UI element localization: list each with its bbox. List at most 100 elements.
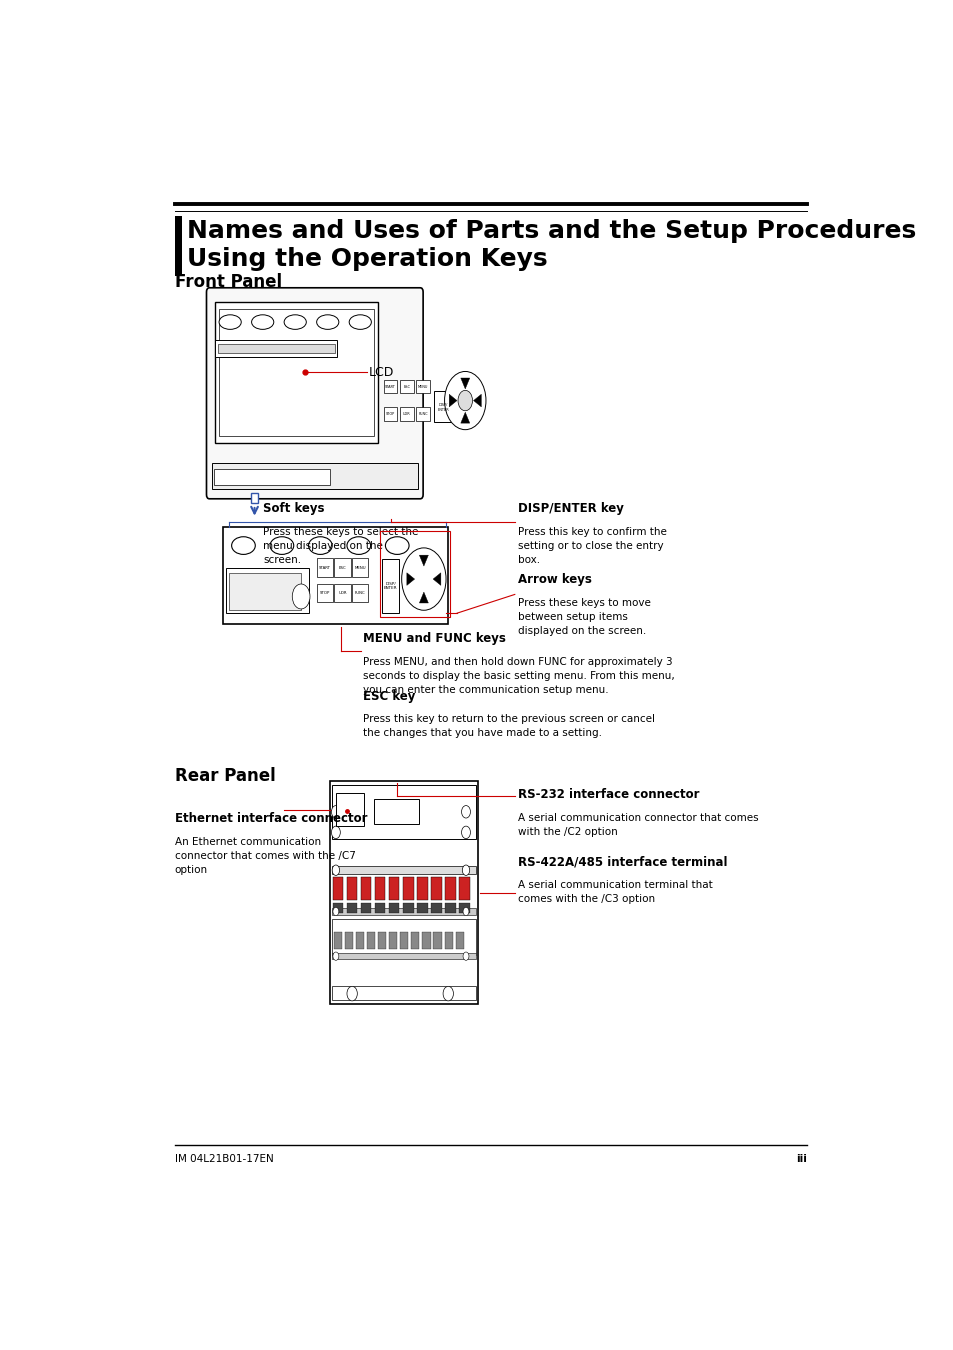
Text: Front Panel: Front Panel xyxy=(174,273,281,292)
Bar xyxy=(367,931,375,949)
Text: An Ethernet communication
connector that comes with the /C7
option: An Ethernet communication connector that… xyxy=(174,837,355,875)
Bar xyxy=(355,931,364,949)
Ellipse shape xyxy=(308,537,332,555)
Bar xyxy=(335,559,351,578)
Bar xyxy=(459,903,469,913)
Bar xyxy=(380,531,449,617)
Bar xyxy=(459,876,469,899)
Circle shape xyxy=(401,548,446,610)
Bar xyxy=(360,876,371,899)
Bar xyxy=(456,931,463,949)
Text: Arrow keys: Arrow keys xyxy=(518,574,592,586)
Bar xyxy=(400,931,408,949)
Text: iii: iii xyxy=(795,1154,806,1164)
Bar xyxy=(352,559,368,578)
Bar xyxy=(360,903,371,913)
Bar xyxy=(445,876,456,899)
Bar xyxy=(316,583,333,602)
Text: Using the Operation Keys: Using the Operation Keys xyxy=(187,247,547,271)
Bar xyxy=(213,468,330,485)
Bar xyxy=(215,340,337,358)
Ellipse shape xyxy=(347,537,371,555)
Bar xyxy=(431,876,441,899)
Text: DISP/
ENTER: DISP/ ENTER xyxy=(437,404,449,412)
Text: DISP/ENTER key: DISP/ENTER key xyxy=(518,502,623,516)
Circle shape xyxy=(462,865,469,875)
Bar xyxy=(389,903,399,913)
Text: Soft keys: Soft keys xyxy=(263,502,325,516)
Bar xyxy=(445,903,456,913)
Text: Press this key to return to the previous screen or cancel
the changes that you h: Press this key to return to the previous… xyxy=(363,714,655,738)
Circle shape xyxy=(347,987,357,1000)
Bar xyxy=(377,931,386,949)
Circle shape xyxy=(462,907,469,915)
Text: LCD: LCD xyxy=(369,366,395,379)
Bar xyxy=(332,867,476,875)
Bar xyxy=(383,408,396,421)
Circle shape xyxy=(461,806,470,818)
Text: STOP: STOP xyxy=(319,591,330,595)
Bar xyxy=(337,801,360,819)
Ellipse shape xyxy=(252,315,274,329)
Bar xyxy=(174,216,182,277)
Bar xyxy=(332,987,476,1000)
Bar xyxy=(217,344,335,354)
Text: IM 04L21B01-17EN: IM 04L21B01-17EN xyxy=(174,1154,274,1164)
Text: Ethernet interface connector: Ethernet interface connector xyxy=(174,813,367,825)
Circle shape xyxy=(333,952,338,960)
Text: ESC key: ESC key xyxy=(363,690,416,702)
Bar xyxy=(347,876,357,899)
Bar xyxy=(212,463,417,490)
Bar xyxy=(375,876,385,899)
Text: RS-232 interface connector: RS-232 interface connector xyxy=(518,788,700,802)
Bar xyxy=(333,903,343,913)
Bar xyxy=(444,931,453,949)
Ellipse shape xyxy=(270,537,294,555)
Bar xyxy=(411,931,419,949)
Bar xyxy=(433,931,441,949)
Text: RS-422A/485 interface terminal: RS-422A/485 interface terminal xyxy=(518,856,727,869)
Text: START: START xyxy=(318,566,331,570)
Bar xyxy=(416,379,429,393)
Text: Names and Uses of Parts and the Setup Procedures: Names and Uses of Parts and the Setup Pr… xyxy=(187,219,916,243)
Bar xyxy=(332,784,476,838)
Bar xyxy=(335,792,364,826)
Text: FUNC: FUNC xyxy=(355,591,365,595)
Circle shape xyxy=(331,826,340,838)
Ellipse shape xyxy=(316,315,338,329)
Ellipse shape xyxy=(349,315,371,329)
Ellipse shape xyxy=(385,537,409,555)
Ellipse shape xyxy=(284,315,306,329)
Text: A serial communication terminal that
comes with the /C3 option: A serial communication terminal that com… xyxy=(518,880,713,905)
Bar xyxy=(403,876,413,899)
Circle shape xyxy=(462,952,469,960)
Bar xyxy=(215,302,377,443)
Bar xyxy=(416,903,427,913)
Text: ESC: ESC xyxy=(403,385,410,389)
Bar xyxy=(347,903,357,913)
Bar xyxy=(383,379,396,393)
Text: STOP: STOP xyxy=(386,412,395,416)
Text: MENU: MENU xyxy=(417,385,428,389)
Circle shape xyxy=(457,390,472,410)
FancyBboxPatch shape xyxy=(206,288,423,498)
Bar xyxy=(332,953,476,960)
Text: FUNC: FUNC xyxy=(417,412,428,416)
Text: Press these keys to select the
menu displayed on the
screen.: Press these keys to select the menu disp… xyxy=(263,526,418,564)
Bar xyxy=(219,309,374,436)
Text: Rear Panel: Rear Panel xyxy=(174,767,275,784)
Bar xyxy=(375,903,385,913)
Bar xyxy=(330,780,477,1004)
Bar xyxy=(434,392,453,423)
Bar xyxy=(416,408,429,421)
Bar xyxy=(389,876,399,899)
Bar xyxy=(389,931,396,949)
Text: START: START xyxy=(385,385,395,389)
Circle shape xyxy=(461,826,470,838)
Text: DISP/
ENTER: DISP/ ENTER xyxy=(383,582,397,590)
Bar xyxy=(381,559,399,613)
Bar xyxy=(403,903,413,913)
Circle shape xyxy=(442,987,453,1000)
Text: ESC: ESC xyxy=(338,566,346,570)
Circle shape xyxy=(292,585,310,609)
